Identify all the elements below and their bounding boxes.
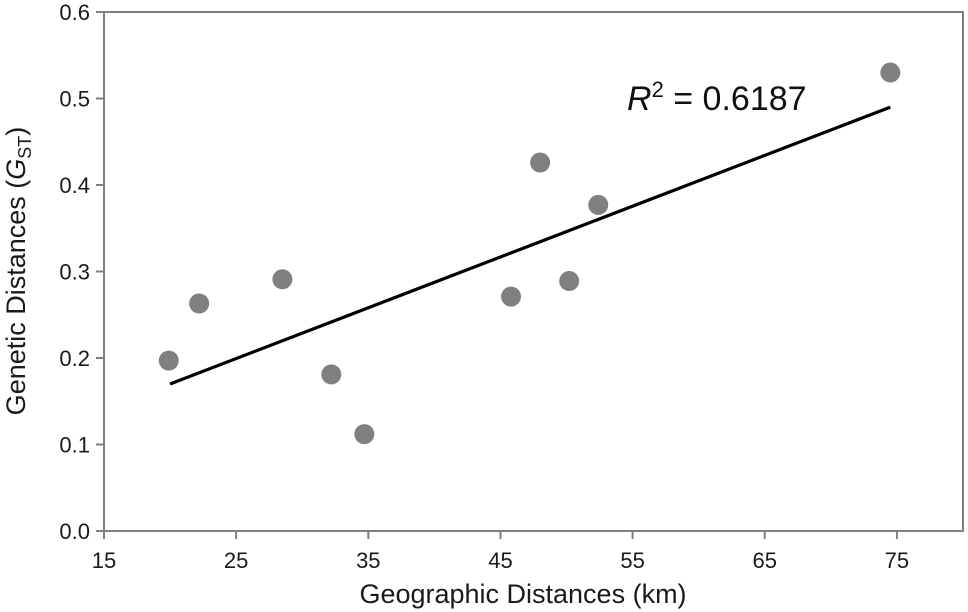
y-tick-label: 0.6 [59,0,90,25]
data-point [880,62,901,83]
y-axis-title-symbol: G [1,159,31,180]
x-tick-label: 25 [224,548,248,573]
data-points [158,62,901,445]
r-squared-superscript: 2 [652,77,664,102]
x-tick-label: 15 [92,548,116,573]
x-axis-title: Geographic Distances (km) [359,579,686,609]
y-tick-label: 0.3 [59,260,90,285]
y-tick-label: 0.0 [59,519,90,544]
plot-area-frame [103,11,964,532]
x-tick-label: 65 [753,548,777,573]
x-tick-label: 75 [885,548,909,573]
data-point [354,424,375,445]
x-tick-label: 35 [356,548,380,573]
r-squared-value: = 0.6187 [664,80,807,118]
data-point [530,152,551,173]
data-point [321,364,342,385]
trendline [169,105,891,386]
y-axis-title-subscript: ST [15,136,35,159]
y-tick-label: 0.1 [59,433,90,458]
r-squared-symbol: R [627,80,652,118]
data-point [158,350,179,371]
y-tick-label: 0.5 [59,87,90,112]
y-axis-title-main: Genetic Distances ( [1,180,31,416]
x-axis-ticks: 15 25 35 45 55 65 75 [92,531,909,573]
data-point [189,293,210,314]
y-tick-label: 0.2 [59,346,90,371]
y-axis-title-close: ) [1,127,31,136]
x-tick-label: 55 [620,548,644,573]
r-squared-annotation: R2 = 0.6187 [627,77,807,118]
data-point [588,194,609,215]
data-point [559,271,580,292]
x-tick-label: 45 [488,548,512,573]
y-tick-label: 0.4 [59,173,90,198]
y-axis-ticks: 0.0 0.1 0.2 0.3 0.4 0.5 0.6 [59,0,104,544]
data-point [501,286,522,307]
trendline-group [169,105,891,386]
y-axis-title: Genetic Distances (GST) [1,127,35,416]
data-point [272,269,293,290]
